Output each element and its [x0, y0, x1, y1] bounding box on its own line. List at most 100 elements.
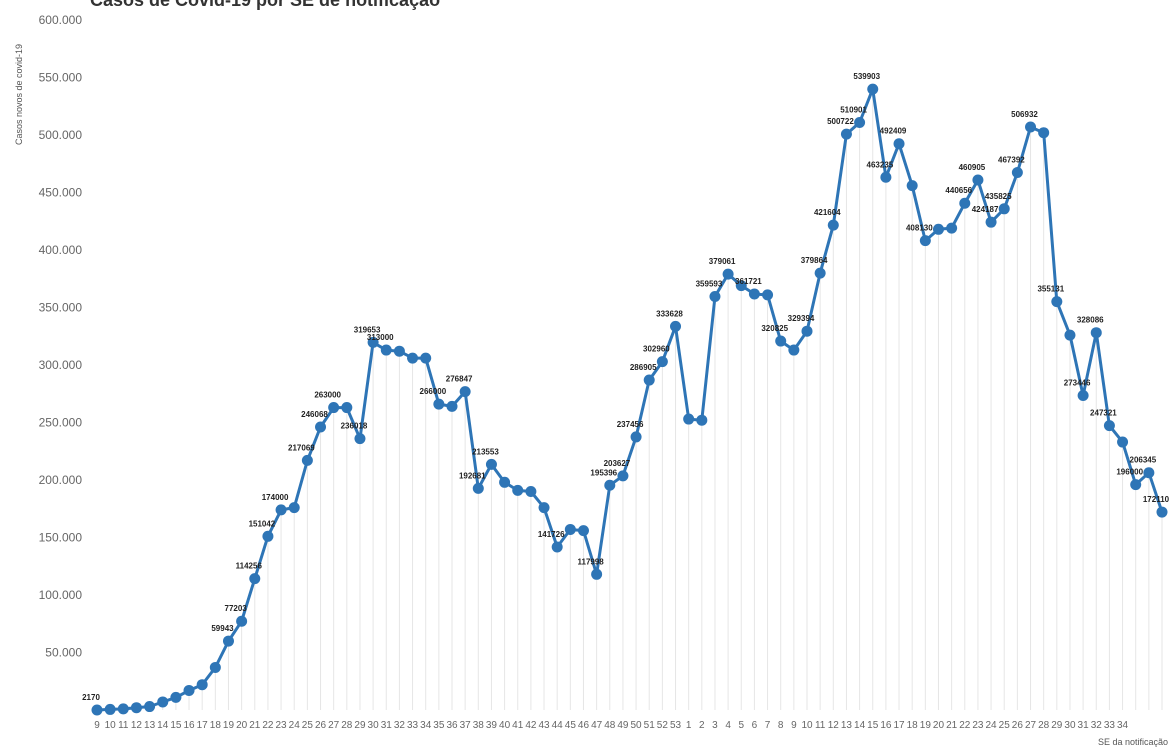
x-tick-label: 33 [407, 720, 419, 731]
x-tick-label: 15 [170, 720, 182, 731]
data-label: 286905 [630, 363, 657, 372]
data-point [183, 684, 195, 696]
x-tick-label: 36 [446, 720, 458, 731]
data-point [499, 476, 511, 488]
x-tick-label: 26 [1012, 720, 1024, 731]
x-tick-label: 45 [565, 720, 577, 731]
x-tick-label: 5 [738, 720, 744, 731]
x-tick-label: 32 [394, 720, 406, 731]
x-tick-label: 21 [946, 720, 958, 731]
x-tick-label: 10 [105, 720, 117, 731]
data-point [814, 267, 826, 279]
data-label: 506932 [1011, 110, 1038, 119]
x-tick-label: 51 [644, 720, 656, 731]
data-label: 440656 [945, 186, 972, 195]
data-label: 313000 [367, 333, 394, 342]
data-label: 263000 [314, 391, 341, 400]
data-point [932, 223, 944, 235]
data-point [315, 421, 327, 433]
x-tick-label: 24 [986, 720, 998, 731]
y-tick-label: 400.000 [39, 243, 83, 257]
data-point [959, 197, 971, 209]
x-tick-label: 2 [699, 720, 705, 731]
data-point [735, 280, 747, 292]
y-tick-label: 500.000 [39, 128, 83, 142]
data-label: 329394 [788, 314, 815, 323]
x-tick-label: 9 [94, 720, 100, 731]
data-point [380, 344, 392, 356]
x-tick-label: 27 [328, 720, 340, 731]
data-point [341, 402, 353, 414]
data-point [867, 83, 879, 95]
data-point [144, 701, 156, 713]
data-label: 172110 [1143, 495, 1170, 504]
data-point [762, 289, 774, 301]
x-tick-label: 18 [210, 720, 222, 731]
y-tick-label: 250.000 [39, 416, 83, 430]
data-point [1090, 327, 1102, 339]
cases-line [96, 87, 1164, 712]
y-tick-label: 50.000 [45, 646, 82, 660]
x-tick-label: 46 [578, 720, 590, 731]
data-label: 333628 [656, 309, 683, 318]
data-label: 328086 [1077, 316, 1104, 325]
x-tick-label: 15 [867, 720, 879, 731]
x-axis-title: SE da notificação [1098, 737, 1168, 747]
chart-title: Casos de Covid-19 por SE de notificação [90, 0, 440, 10]
data-point [551, 541, 563, 553]
x-tick-label: 14 [157, 720, 169, 731]
data-point [209, 661, 221, 673]
data-point [1011, 166, 1023, 178]
x-tick-label: 47 [591, 720, 603, 731]
x-tick-label: 22 [262, 720, 274, 731]
data-point [591, 568, 603, 580]
x-tick-label: 53 [670, 720, 682, 731]
x-tick-label: 44 [552, 720, 564, 731]
data-label: 192681 [459, 471, 486, 480]
x-tick-label: 31 [381, 720, 393, 731]
y-tick-label: 300.000 [39, 358, 83, 372]
data-point [854, 116, 866, 128]
x-tick-label: 50 [631, 720, 643, 731]
data-point [222, 635, 234, 647]
data-point [604, 479, 616, 491]
data-label: 379864 [801, 256, 828, 265]
x-tick-label: 48 [604, 720, 616, 731]
data-label: 319653 [354, 325, 381, 334]
data-label: 421604 [814, 208, 841, 217]
data-label: 302960 [643, 345, 670, 354]
x-tick-label: 43 [538, 720, 550, 731]
x-tick-label: 41 [512, 720, 524, 731]
data-point [577, 525, 589, 537]
vertical-stems [109, 89, 1163, 710]
y-tick-label: 600.000 [39, 13, 83, 27]
data-label: 359593 [696, 279, 723, 288]
x-tick-label: 42 [525, 720, 537, 731]
data-label: 463235 [867, 160, 894, 169]
data-point [512, 484, 524, 496]
data-point [485, 458, 497, 470]
data-point [104, 703, 116, 715]
x-tick-label: 26 [315, 720, 327, 731]
data-label: 424187 [972, 205, 999, 214]
data-points [91, 83, 1168, 716]
data-point [946, 222, 958, 234]
data-label: 435825 [985, 192, 1012, 201]
x-tick-label: 9 [791, 720, 797, 731]
data-point [840, 128, 852, 140]
data-label: 117998 [577, 557, 604, 566]
x-tick-label: 24 [289, 720, 301, 731]
x-tick-label: 19 [223, 720, 235, 731]
x-tick-label: 16 [880, 720, 892, 731]
data-point [1051, 296, 1063, 308]
data-point [643, 374, 655, 386]
data-point [1025, 121, 1037, 133]
x-tick-label: 19 [920, 720, 932, 731]
x-tick-label: 18 [907, 720, 919, 731]
data-point [472, 482, 484, 494]
data-label: 237456 [617, 420, 644, 429]
data-label: 500722 [827, 117, 854, 126]
data-point [985, 216, 997, 228]
data-label: 355131 [1037, 285, 1064, 294]
